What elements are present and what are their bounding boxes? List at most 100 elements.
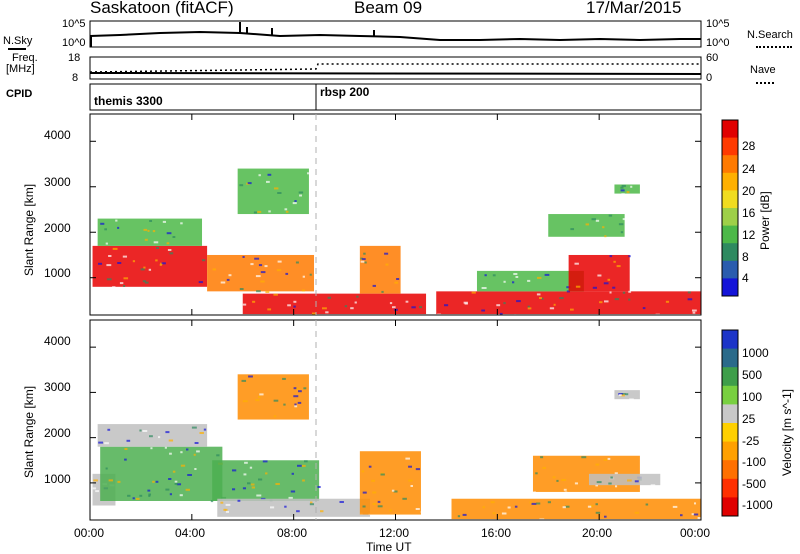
power-echo-speck — [226, 278, 230, 281]
velocity-echo-speck — [262, 460, 268, 463]
velocity-echo-speck — [135, 497, 140, 500]
power-ytick-4000: 4000 — [44, 128, 71, 142]
power-echo-speck — [585, 223, 590, 226]
power-echo-speck — [266, 180, 270, 183]
velocity-echo-speck — [393, 490, 398, 493]
velocity-echo-speck — [248, 375, 253, 378]
velocity-echo-speck — [259, 393, 264, 396]
power-echo-speck — [242, 303, 247, 306]
velocity-echo-speck — [232, 488, 236, 491]
power-echo-speck — [162, 220, 167, 223]
power-echo-speck — [112, 286, 116, 289]
power-echo-speck — [537, 276, 542, 279]
power-echo-speck — [292, 202, 297, 205]
power-echo-speck — [301, 289, 306, 292]
velocity-echo-speck — [634, 480, 639, 483]
power-echo-speck — [385, 263, 389, 266]
power-echo-speck — [108, 255, 112, 257]
xtick-6: 00:00 — [680, 526, 711, 540]
power-echo-speck — [463, 301, 468, 304]
velocity-echo-speck — [672, 505, 678, 508]
power-echo-speck — [527, 307, 532, 310]
power-echo-speck — [363, 252, 366, 255]
freq-tick-top: 18 — [68, 52, 81, 64]
power-echo-speck — [285, 272, 289, 275]
velocity-echo-speck — [310, 501, 313, 504]
power-echo-speck — [228, 274, 232, 277]
power-echo-speck — [626, 191, 630, 194]
power-echo-speck — [614, 298, 620, 301]
power-echo-region — [614, 184, 640, 194]
velocity-echo-speck — [482, 506, 485, 509]
velocity-echo-speck — [244, 461, 248, 464]
power-echo-speck — [256, 290, 261, 293]
power-colorbar-swatch — [722, 120, 738, 139]
velocity-echo-speck — [320, 510, 324, 513]
velocity-echo-speck — [247, 482, 251, 485]
power-echo-speck — [549, 307, 555, 310]
velocity-echo-speck — [241, 379, 247, 382]
velocity-echo-speck — [117, 480, 121, 483]
velocity-echo-speck — [294, 405, 298, 408]
velocity-echo-speck — [587, 505, 592, 508]
velocity-echo-speck — [191, 426, 197, 429]
power-echo-speck — [294, 200, 297, 203]
velocity-echo-speck — [317, 486, 321, 488]
power-echo-speck — [570, 228, 575, 231]
velocity-colorbar-frame — [721, 329, 739, 517]
velocity-echo-speck — [620, 394, 625, 397]
power-echo-speck — [149, 220, 153, 222]
vel-cb-tick-25: 25 — [742, 412, 756, 426]
power-echo-speck — [267, 308, 272, 311]
power-echo-speck — [322, 307, 327, 310]
power-echo-speck — [132, 260, 136, 263]
velocity-colorbar-swatch — [722, 348, 738, 368]
velocity-echo-speck — [152, 480, 155, 483]
power-echo-speck — [381, 290, 384, 293]
velocity-echo-speck — [645, 503, 649, 506]
power-echo-speck — [574, 262, 579, 265]
velocity-colorbar-swatch — [722, 330, 738, 350]
power-echo-speck — [628, 298, 631, 301]
velocity-echo-speck — [536, 502, 541, 505]
power-echo-region — [548, 214, 625, 237]
velocity-echo-speck — [92, 487, 97, 490]
velocity-echo-region — [451, 498, 701, 520]
velocity-echo-speck — [595, 484, 598, 487]
power-echo-speck — [148, 268, 152, 271]
power-echo-speck — [255, 275, 261, 278]
velocity-echo-speck — [533, 491, 536, 494]
power-colorbar-swatch — [722, 155, 738, 174]
power-echo-speck — [143, 266, 146, 269]
velocity-echo-speck — [132, 497, 135, 500]
xaxis-title: Time UT — [366, 540, 412, 554]
power-echo-speck — [100, 222, 105, 225]
velocity-echo-speck — [625, 393, 629, 396]
velocity-echo-speck — [297, 464, 302, 467]
velocity-echo-speck — [561, 479, 567, 481]
power-echo-speck — [566, 286, 571, 289]
station-title: Saskatoon (fitACF) — [90, 0, 234, 17]
xtick-2: 08:00 — [277, 526, 308, 540]
nave-label: Nave — [750, 64, 776, 76]
power-echo-speck — [123, 277, 129, 280]
velocity-echo-region — [359, 451, 421, 515]
velocity-echo-speck — [608, 482, 612, 485]
velocity-echo-speck — [402, 497, 407, 500]
vel-cb-tick-m500: -500 — [742, 477, 767, 491]
velocity-echo-speck — [650, 484, 656, 487]
velocity-echo-speck — [693, 513, 699, 516]
nave-trace — [89, 63, 701, 73]
velocity-colorbar-swatch — [722, 441, 738, 461]
power-echo-speck — [575, 285, 581, 288]
velocity-echo-speck — [574, 482, 579, 485]
velocity-echo-speck — [604, 515, 607, 518]
power-echo-speck — [250, 263, 254, 266]
power-echo-speck — [265, 291, 270, 293]
power-echo-speck — [147, 229, 150, 232]
velocity-echo-speck — [581, 456, 587, 459]
cpid-panel-frame — [89, 83, 702, 111]
power-echo-speck — [419, 306, 423, 309]
velocity-echo-speck — [595, 511, 601, 514]
velocity-echo-speck — [142, 430, 148, 432]
